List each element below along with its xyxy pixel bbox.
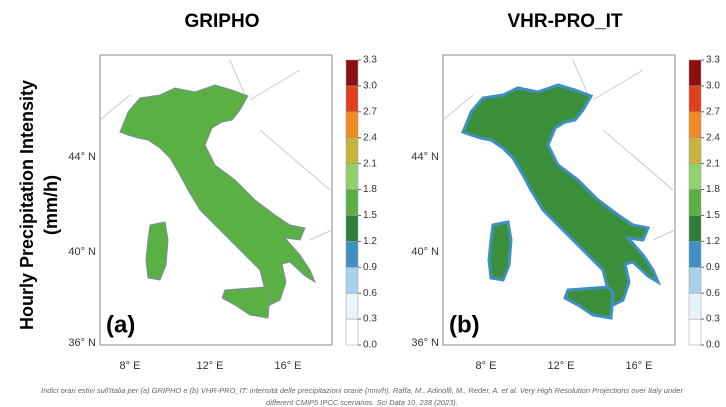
- colorbar-label: 3.3: [706, 55, 720, 66]
- colorbar-label: 2.4: [706, 132, 720, 143]
- colorbar-segment: [345, 85, 359, 113]
- colorbar-segment: [345, 267, 359, 294]
- colorbar-label: 0.6: [363, 288, 377, 299]
- colorbar-label: 1.2: [706, 236, 720, 247]
- lon-label: 8° E: [476, 360, 497, 372]
- colorbar-segment: [345, 215, 359, 242]
- colorbar-label: 3.0: [706, 81, 720, 92]
- colorbar-segment: [688, 215, 702, 242]
- colorbar-label: 3.3: [363, 55, 377, 66]
- colorbar-label: 0.3: [363, 314, 377, 325]
- colorbar-label: 0.9: [706, 262, 720, 273]
- lat-label: 40° N: [68, 246, 96, 258]
- colorbar-segment: [688, 85, 702, 113]
- panel-label: (a): [106, 311, 135, 338]
- panel-title: GRIPHO: [185, 11, 260, 32]
- colorbar-segment: [688, 137, 702, 164]
- colorbar-segment: [688, 111, 702, 138]
- colorbar-segment: [688, 189, 702, 216]
- lat-label: 40° N: [411, 246, 439, 258]
- colorbar-segment: [688, 59, 702, 87]
- lat-label: 36° N: [411, 337, 439, 349]
- colorbar-label: 1.8: [706, 184, 720, 195]
- colorbar-label: 0.3: [706, 314, 720, 325]
- colorbar-segment: [345, 318, 359, 346]
- colorbar-segment: [345, 59, 359, 87]
- panel-title: VHR-PRO_IT: [507, 11, 622, 32]
- y-label-group: Hourly Precipitation Intensity (mm/h): [17, 80, 61, 330]
- lon-label: 16° E: [625, 360, 652, 372]
- colorbar-segment: [345, 163, 359, 190]
- y-label: (mm/h): [41, 175, 61, 235]
- colorbar-label: 0.9: [363, 262, 377, 273]
- colorbar-label: 2.7: [706, 106, 720, 117]
- y-label: Hourly Precipitation Intensity: [17, 80, 37, 330]
- borders: [442, 59, 676, 241]
- colorbar-segment: [688, 163, 702, 190]
- colorbar-label: 0.0: [363, 340, 377, 351]
- colorbar-segment: [688, 267, 702, 294]
- colorbar-segment: [345, 137, 359, 164]
- colorbar-label: 2.4: [363, 132, 377, 143]
- colorbar-segment: [688, 292, 702, 320]
- colorbar-segment: [345, 189, 359, 216]
- colorbar-label: 1.8: [363, 184, 377, 195]
- colorbar-label: 1.5: [363, 210, 377, 221]
- lat-label: 36° N: [68, 337, 96, 349]
- panel-a: [99, 54, 333, 346]
- colorbar-label: 1.2: [363, 236, 377, 247]
- caption: different CMIP5 IPCC scenarios. Sci Data…: [266, 398, 458, 407]
- lon-label: 12° E: [196, 360, 223, 372]
- colorbar-label: 0.6: [706, 288, 720, 299]
- borders: [99, 59, 333, 241]
- colorbar-segment: [345, 292, 359, 320]
- colorbar-label: 2.7: [363, 106, 377, 117]
- colorbar-label: 3.0: [363, 81, 377, 92]
- colorbar-label: 0.0: [706, 340, 720, 351]
- colorbar-segment: [688, 318, 702, 346]
- lon-label: 16° E: [274, 360, 301, 372]
- colorbar-label: 2.1: [363, 158, 377, 169]
- colorbar-segment: [345, 241, 359, 268]
- colorbar-label: 2.1: [706, 158, 720, 169]
- colorbar-segment: [688, 241, 702, 268]
- colorbar-segment: [345, 111, 359, 138]
- panel-b: [442, 54, 676, 346]
- lon-label: 12° E: [547, 360, 574, 372]
- lon-label: 8° E: [120, 360, 141, 372]
- colorbar-label: 1.5: [706, 210, 720, 221]
- panel-label: (b): [449, 311, 480, 338]
- caption: Indici orari estivi sull'Italia per (a) …: [41, 386, 683, 395]
- lat-label: 44° N: [68, 151, 96, 163]
- lat-label: 44° N: [411, 151, 439, 163]
